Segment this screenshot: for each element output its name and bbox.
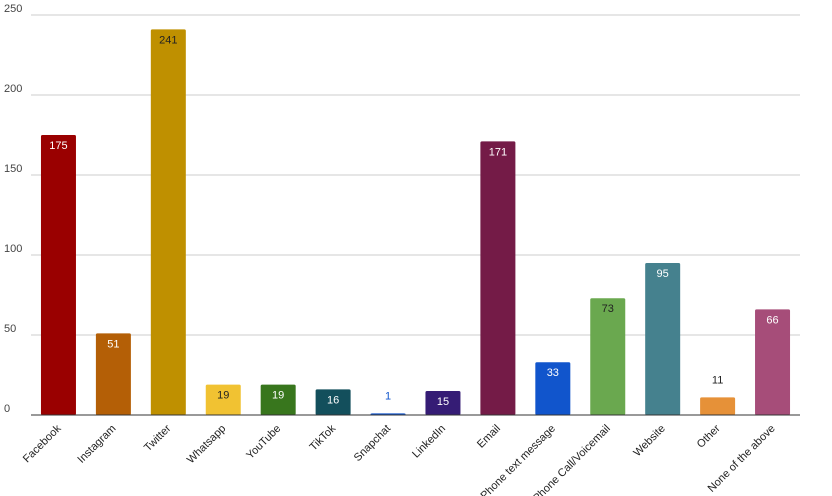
bar-youtube (260, 384, 296, 415)
bar-website (645, 263, 681, 415)
x-tick-label: Website (631, 423, 667, 459)
gridlines (31, 14, 800, 336)
data-label: 175 (49, 140, 67, 152)
x-tick-label: Whatsapp (185, 423, 229, 467)
x-tick-label: Instagram (75, 423, 118, 466)
bar-twitter (150, 29, 186, 416)
data-label: 171 (489, 146, 507, 158)
data-label: 241 (159, 34, 177, 46)
data-label: 1 (385, 390, 391, 402)
x-tick-label: Email (475, 423, 503, 451)
x-tick-label: Facebook (21, 422, 64, 465)
y-axis: 0 50 100 150 200 250 (4, 3, 22, 415)
data-label: 66 (766, 314, 778, 326)
data-label: 19 (272, 390, 284, 402)
bar-none-of-the-above (755, 309, 791, 415)
x-tick-label: YouTube (244, 423, 283, 462)
bar-linkedin (425, 391, 461, 415)
y-tick-label: 250 (4, 3, 22, 15)
data-label: 15 (437, 396, 449, 408)
y-tick-label: 0 (4, 403, 10, 415)
x-tick-label: Snapchat (352, 423, 393, 464)
bar-instagram (95, 333, 131, 415)
data-label: 95 (657, 268, 669, 280)
bar-whatsapp (205, 384, 241, 415)
bar-facebook (40, 135, 76, 415)
data-labels: 175 51 241 19 19 16 1 15 171 33 73 95 11 66 (49, 34, 778, 408)
bars (40, 29, 791, 416)
data-label: 33 (547, 367, 559, 379)
y-tick-label: 200 (4, 83, 22, 95)
bar-other (700, 397, 736, 415)
x-tick-label: Other (695, 422, 723, 450)
x-tick-label: LinkedIn (410, 423, 448, 461)
bar-phone-text-message (535, 362, 571, 415)
data-label: 51 (107, 338, 119, 350)
data-label: 11 (712, 374, 723, 386)
bar-phone-call-voicemail (590, 298, 626, 415)
y-tick-label: 150 (4, 163, 22, 175)
bar-email (480, 141, 516, 415)
y-tick-label: 50 (4, 323, 16, 335)
y-tick-label: 100 (4, 243, 22, 255)
x-tick-label: TikTok (308, 422, 339, 453)
x-axis: Facebook Instagram Twitter Whatsapp YouTube T… (21, 414, 800, 496)
data-label: 19 (217, 390, 229, 402)
data-label: 73 (602, 303, 614, 315)
x-tick-label: Twitter (142, 422, 174, 454)
data-label: 16 (327, 394, 339, 406)
bar-tiktok (315, 389, 351, 415)
